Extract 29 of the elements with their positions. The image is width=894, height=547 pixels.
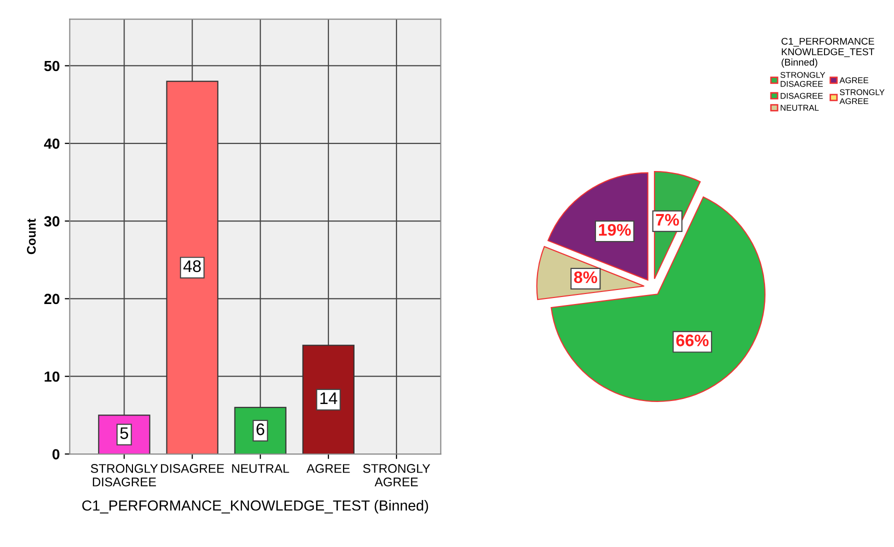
y-tick-label: 30: [44, 216, 60, 226]
legend-label: STRONGLY DISAGREE: [780, 72, 826, 87]
data-label: 66%: [676, 334, 709, 346]
data-label: 5: [120, 427, 128, 440]
y-tick-label: 10: [44, 371, 60, 382]
x-axis-title: C1_PERFORMANCE_KNOWLEDGE_TEST (Binned): [82, 500, 428, 514]
legend-label: NEUTRAL: [780, 104, 819, 111]
x-tick-label: STRONGLY AGREE: [363, 464, 430, 486]
legend-title: C1_PERFORMANCE KNOWLEDGE_TEST (Binned): [782, 38, 874, 68]
data-label: 19%: [599, 224, 631, 236]
x-tick-label: AGREE: [306, 464, 350, 473]
y-tick-label: 50: [44, 60, 60, 72]
legend-label: STRONGLY AGREE: [840, 89, 885, 104]
data-label: 8%: [574, 271, 598, 284]
x-tick-label: NEUTRAL: [232, 464, 290, 473]
x-tick-label: STRONGLY DISAGREE: [90, 464, 158, 486]
legend-label: DISAGREE: [780, 92, 823, 99]
y-tick-label: 40: [44, 138, 60, 149]
y-tick-label: 20: [44, 294, 60, 304]
data-label: 6: [256, 423, 264, 436]
legend-label: AGREE: [840, 77, 868, 84]
bar: [166, 80, 218, 454]
y-tick-label: 0: [52, 449, 60, 460]
data-label: 14: [320, 392, 338, 404]
data-label: 48: [183, 260, 201, 272]
y-axis-title: Count: [26, 218, 36, 254]
data-label: 7%: [656, 214, 679, 226]
x-tick-label: DISAGREE: [160, 464, 224, 473]
bar: [302, 344, 354, 454]
